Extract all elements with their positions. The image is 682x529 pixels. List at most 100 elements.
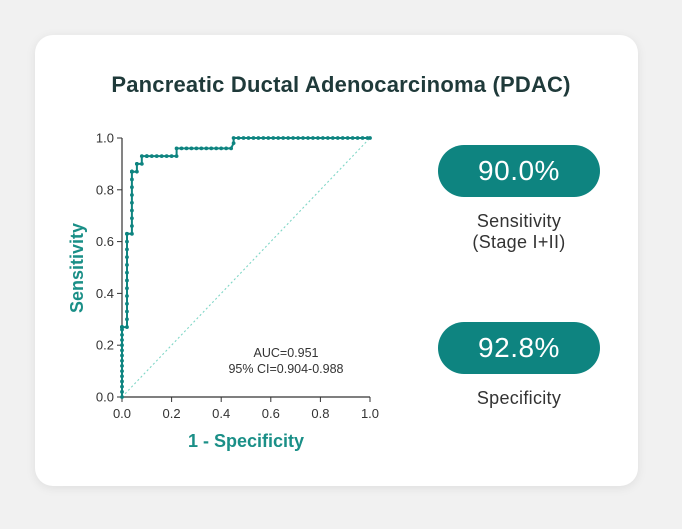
roc-point [120,332,124,337]
roc-point [214,146,219,151]
roc-point [276,136,281,140]
specificity-label-line1: Specificity [476,388,562,408]
roc-point [120,358,124,363]
roc-point [130,185,134,190]
roc-point [130,231,134,236]
roc-point [345,136,350,140]
roc-point [194,146,199,151]
y-axis-title: Sensitivity [67,223,87,313]
roc-point [286,136,291,140]
roc-point [120,348,124,353]
roc-point [169,154,174,159]
roc-point [355,136,360,140]
roc-point [120,389,124,394]
roc-point [179,146,184,151]
roc-point [120,353,124,358]
roc-point [125,255,129,260]
roc-point [159,154,164,159]
roc-point [125,301,129,306]
roc-point [174,154,179,159]
roc-point [204,146,209,151]
roc-point [120,384,124,389]
roc-point [144,154,149,159]
roc-point [125,247,129,252]
y-ticks: 0.0 0.2 0.4 0.6 0.8 1.0 [96,131,122,405]
roc-point [130,177,134,182]
roc-point [335,136,340,140]
roc-point [125,239,129,244]
roc-point [184,146,189,151]
roc-point [340,136,345,140]
roc-point [120,369,124,373]
roc-point [231,136,236,140]
roc-point [219,146,224,151]
roc-point [125,309,129,314]
roc-point [125,317,129,322]
roc-point [164,154,169,159]
y-tick-label: 0.2 [96,338,114,353]
roc-point [120,379,124,384]
roc-point [246,136,251,140]
page-title: Pancreatic Ductal Adenocarcinoma (PDAC) [111,72,571,97]
roc-point [291,136,296,140]
sensitivity-label-line2: (Stage I+II) [472,232,566,252]
roc-point [306,136,310,140]
y-tick-label: 0.6 [96,234,114,249]
roc-point [120,364,124,368]
roc-point [130,208,134,213]
roc-point [199,146,204,151]
roc-point [296,136,300,140]
x-tick-label: 0.2 [163,406,181,421]
roc-point [149,154,154,159]
roc-point [125,263,129,267]
roc-point [125,325,129,329]
roc-point [139,162,144,166]
roc-point [134,162,139,166]
roc-point [241,136,246,140]
roc-point [229,146,234,151]
roc-point [130,169,134,174]
roc-point [330,136,335,140]
roc-point [125,278,129,283]
roc-point [120,374,124,379]
roc-point [130,193,134,197]
roc-point [209,146,214,151]
roc-point [154,154,159,159]
roc-point [189,146,194,151]
x-axis-title: 1 - Specificity [188,431,304,451]
roc-point [120,338,124,342]
x-tick-label: 0.4 [212,406,230,421]
x-tick-label: 1.0 [361,406,379,421]
x-tick-label: 0.6 [262,406,280,421]
roc-point [125,231,129,236]
roc-point [130,216,134,221]
roc-point [125,294,129,298]
y-tick-label: 0.0 [96,390,114,405]
sensitivity-label-line1: Sensitivity [476,211,562,231]
roc-point [325,136,330,140]
roc-point [231,141,236,146]
roc-point [316,136,320,140]
roc-point [261,136,266,140]
roc-point [125,270,129,275]
x-ticks: 0.0 0.2 0.4 0.6 0.8 1.0 [113,397,379,421]
card [35,35,638,486]
sensitivity-value-badge: 90.0% [438,145,600,197]
x-tick-label: 0.8 [311,406,329,421]
ci-annotation: 95% CI=0.904-0.988 [228,362,343,376]
roc-point [134,169,139,174]
roc-point [360,136,365,140]
y-tick-label: 1.0 [96,131,114,146]
roc-point [301,136,305,140]
x-tick-label: 0.0 [113,406,131,421]
reference-diagonal [121,137,371,398]
roc-point [251,136,256,140]
y-tick-label: 0.8 [96,182,114,197]
roc-point [174,146,179,151]
y-tick-label: 0.4 [96,286,114,301]
roc-point [266,136,271,140]
roc-point [311,136,315,140]
roc-point [368,136,372,140]
roc-point [320,136,325,140]
